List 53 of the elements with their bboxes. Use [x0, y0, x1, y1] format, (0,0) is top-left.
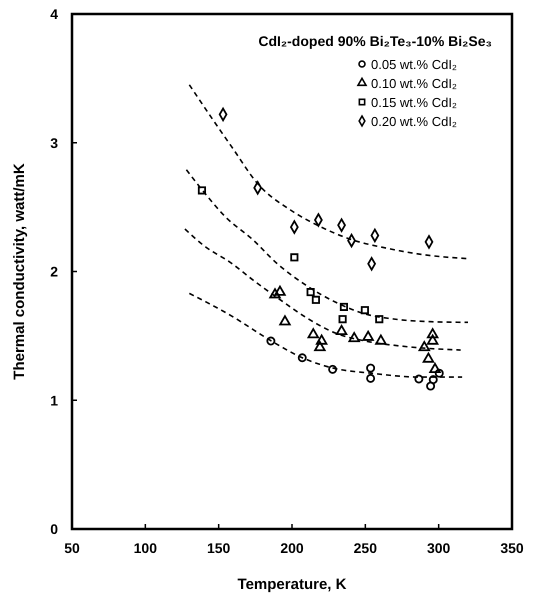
- point: [328, 364, 338, 374]
- point: [198, 186, 206, 194]
- x-tick-label: 300: [426, 540, 451, 556]
- y-axis-title: Thermal conductivity, watt/mK: [11, 163, 28, 380]
- y-tick-label: 4: [50, 6, 58, 22]
- point: [316, 334, 328, 345]
- point: [338, 315, 347, 324]
- x-axis-title: Temperature, K: [238, 576, 347, 593]
- point: [269, 288, 281, 298]
- y-tick-label: 0: [50, 521, 58, 537]
- point: [426, 334, 438, 345]
- point: [306, 288, 315, 296]
- point: [279, 315, 291, 326]
- point: [429, 362, 441, 374]
- text: CdI₂-doped 90% Bi₂Te₃-10% Bi₂Se₃: [258, 33, 492, 49]
- point: [298, 353, 307, 362]
- point: [340, 302, 348, 311]
- legend-label: 0.10 wt.% CdI₂: [371, 76, 457, 91]
- point: [274, 286, 286, 296]
- x-tick-label: 150: [206, 540, 231, 556]
- point: [362, 330, 374, 341]
- point: [366, 374, 376, 383]
- point: [414, 374, 424, 384]
- point: [422, 352, 434, 363]
- point: [434, 368, 444, 378]
- line-series: [184, 228, 462, 351]
- x-tick-label: 200: [280, 540, 304, 556]
- point: [348, 332, 360, 342]
- y-tick-label: 2: [50, 264, 58, 280]
- point: [336, 324, 348, 336]
- x-tick-label: 100: [134, 540, 158, 556]
- point: [375, 334, 387, 345]
- point: [426, 382, 436, 391]
- legend-label: 0.15 wt.% CdI₂: [371, 95, 457, 110]
- point: [308, 328, 319, 338]
- point: [290, 253, 298, 262]
- y-tick-label: 3: [50, 134, 58, 151]
- x-tick-label: 50: [64, 540, 80, 556]
- point: [360, 306, 369, 314]
- point: [418, 341, 430, 352]
- point: [426, 328, 438, 338]
- point: [366, 364, 376, 373]
- y-tick-label: 1: [50, 392, 58, 408]
- point: [375, 315, 384, 324]
- legend-label: 0.05 wt.% CdI₂: [371, 57, 457, 72]
- point: [266, 336, 276, 346]
- line-series: [186, 168, 469, 324]
- x-tick-label: 350: [500, 540, 524, 556]
- legend-label: 0.20 wt.% CdI₂: [371, 114, 457, 129]
- x-tick-label: 250: [354, 540, 378, 556]
- point: [428, 375, 438, 384]
- point: [312, 296, 320, 304]
- point: [314, 341, 326, 352]
